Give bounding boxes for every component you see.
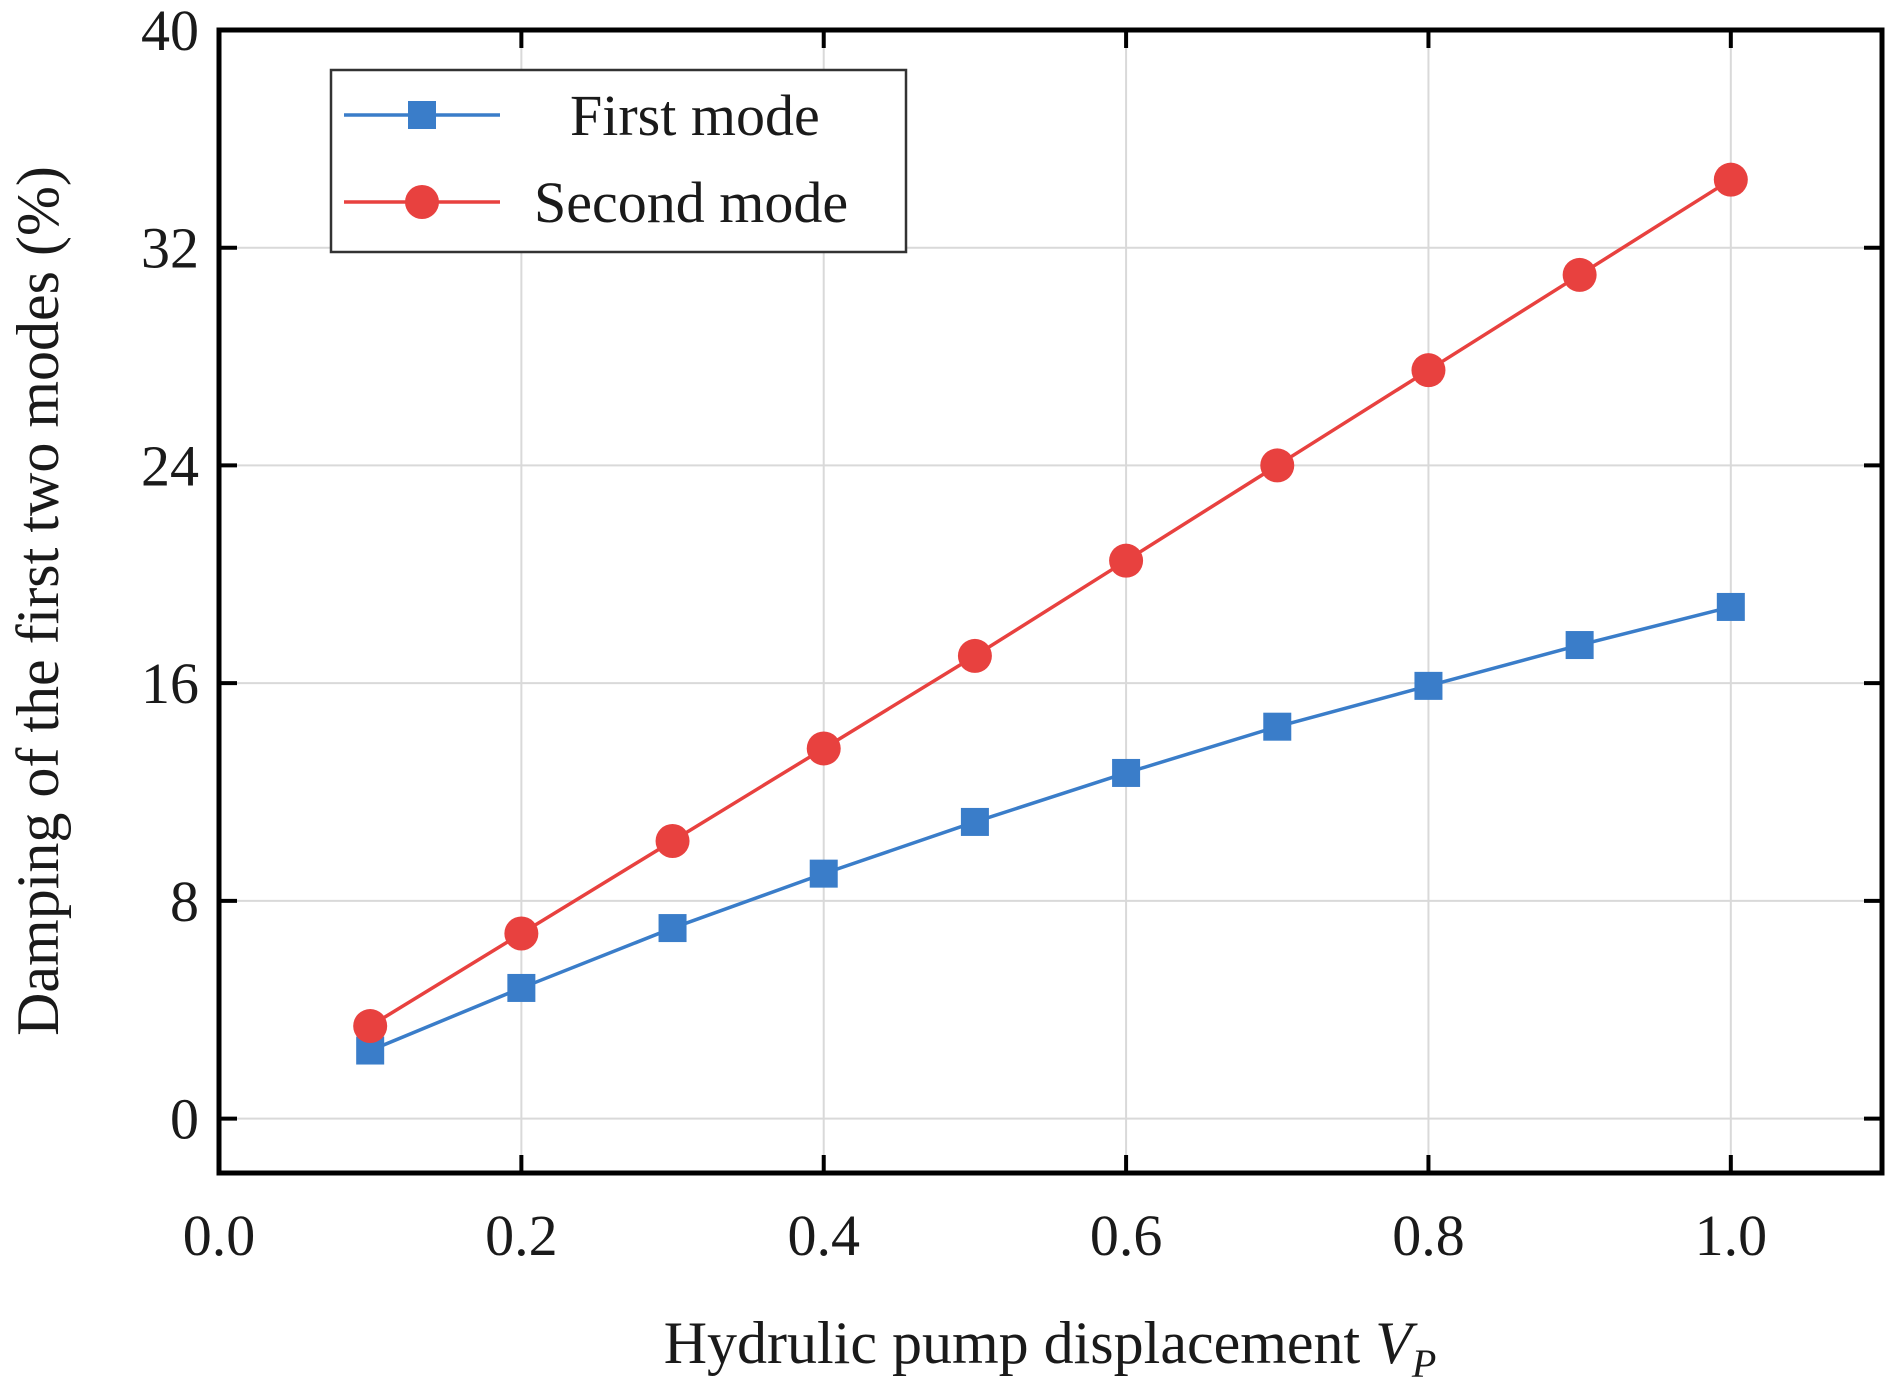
plot-area-frame xyxy=(216,27,1885,1176)
series-line-first-mode xyxy=(369,605,1732,1053)
y-tick-label: 0 xyxy=(170,1087,199,1152)
data-point-second-mode xyxy=(1109,543,1144,578)
x-tick-label: 0.4 xyxy=(787,1203,860,1268)
y-tick-label: 8 xyxy=(170,869,199,934)
y-axis-title: Damping of the first two modes (%) xyxy=(5,166,71,1036)
legend-box xyxy=(329,68,908,254)
data-point-first-mode xyxy=(1112,758,1141,787)
axis-ticks: 0.0 0.2 0.4 0.6 0.8 1.0 0 8 16 24 32 40 xyxy=(141,0,1882,1268)
data-point-second-mode xyxy=(957,638,992,673)
y-tick-label: 40 xyxy=(141,0,199,63)
y-tick-label: 32 xyxy=(141,216,199,281)
legend-label-first-mode: First mode xyxy=(570,83,820,148)
legend-marker-first-mode xyxy=(408,101,436,129)
data-point-first-mode xyxy=(507,973,536,1002)
y-tick-label: 24 xyxy=(141,433,199,498)
legend-marker-second-mode xyxy=(405,185,439,219)
x-axis-title: Hydrulic pump displacement VP xyxy=(664,1310,1437,1386)
data-point-first-mode xyxy=(658,914,687,943)
legend-label-second-mode: Second mode xyxy=(534,170,848,235)
data-point-first-mode xyxy=(960,807,989,836)
x-axis-title-text: Hydrulic pump displacement xyxy=(664,1310,1376,1376)
data-point-second-mode xyxy=(353,1009,388,1044)
data-point-second-mode xyxy=(655,823,690,858)
data-point-first-mode xyxy=(1565,631,1594,660)
data-point-first-mode xyxy=(1263,712,1292,741)
data-point-first-mode xyxy=(1414,671,1443,700)
data-point-first-mode xyxy=(809,859,838,888)
data-point-second-mode xyxy=(1713,162,1748,197)
y-tick-label: 16 xyxy=(141,651,199,716)
series-layer xyxy=(353,162,1748,1065)
data-point-second-mode xyxy=(1562,257,1597,292)
data-point-second-mode xyxy=(1411,353,1446,388)
legend: First mode Second mode xyxy=(329,68,908,254)
x-tick-label: 0.6 xyxy=(1090,1203,1163,1268)
x-tick-label: 0.8 xyxy=(1392,1203,1465,1268)
x-tick-label: 0.2 xyxy=(485,1203,558,1268)
x-tick-label: 0.0 xyxy=(183,1203,256,1268)
x-axis-title-subscript: P xyxy=(1411,1341,1436,1386)
data-point-first-mode xyxy=(1716,592,1745,621)
data-point-second-mode xyxy=(504,916,539,951)
x-tick-label: 1.0 xyxy=(1695,1203,1768,1268)
data-point-second-mode xyxy=(806,731,841,766)
x-axis-title-variable: V xyxy=(1375,1310,1418,1376)
data-point-second-mode xyxy=(1260,448,1295,483)
series-line-second-mode xyxy=(369,178,1732,1028)
